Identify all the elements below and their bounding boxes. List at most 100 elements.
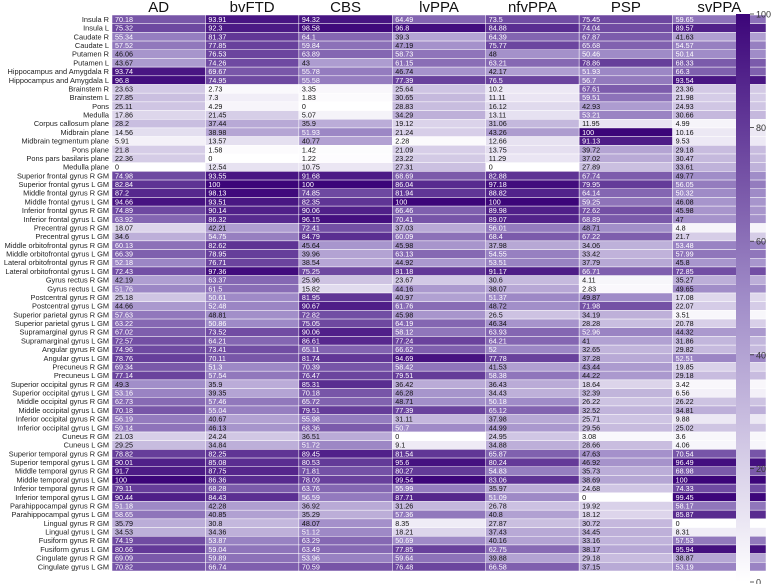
cell-value-label: 34.06 [582, 241, 600, 250]
row-label: Superior frontal gyrus L GM [18, 180, 109, 189]
cell-value-label: 67.02 [115, 328, 133, 337]
row-label: Inferior temporal gyrus L GM [15, 493, 109, 502]
cell-value-label: 31.86 [676, 336, 694, 345]
cell-value-label: 74.04 [582, 24, 600, 33]
cell-value-label: 50.32 [676, 189, 694, 198]
cell-value-label: 3.08 [582, 432, 596, 441]
cell-value-label: 21.09 [395, 145, 413, 154]
heatmap-cell [578, 492, 673, 502]
cell-value-label: 21.98 [676, 93, 694, 102]
row-label: Fusiform gyrus L GM [40, 545, 109, 554]
cell-value-label: 36.51 [302, 432, 320, 441]
cell-value-label: 76.47 [302, 371, 320, 380]
cell-value-label: 66.58 [489, 562, 507, 571]
row-label: Supramarginal gyrus R GM [19, 328, 109, 337]
cell-value-label: 47.63 [582, 449, 600, 458]
cell-value-label: 10.75 [302, 163, 320, 172]
cell-value-label: 96.8 [395, 24, 409, 33]
cell-value-label: 96.8 [115, 76, 129, 85]
cell-value-label: 11.29 [489, 154, 506, 163]
cell-value-label: 44.22 [582, 371, 600, 380]
row-label: Middle orbitofrontal gyrus L GM [6, 250, 109, 259]
cell-value-label: 72.85 [676, 267, 694, 276]
cell-value-label: 25.18 [115, 293, 133, 302]
cell-value-label: 46.34 [489, 319, 507, 328]
cell-value-label: 40.8 [489, 510, 503, 519]
cell-value-label: 80.66 [115, 545, 133, 554]
cell-value-label: 19.12 [395, 119, 413, 128]
cell-value-label: 44.66 [115, 302, 133, 311]
cell-value-label: 39.96 [302, 250, 320, 259]
cell-value-label: 37.79 [582, 258, 600, 267]
cell-value-label: 29.82 [676, 345, 694, 354]
cell-value-label: 4.8 [676, 223, 686, 232]
cell-value-label: 75.25 [302, 267, 320, 276]
cell-value-label: 34.81 [676, 406, 694, 415]
cell-value-label: 77.85 [208, 41, 226, 50]
cell-value-label: 48.07 [302, 519, 320, 528]
row-label: Middle temporal gyrus R GM [15, 467, 109, 476]
cell-value-label: 25.64 [395, 84, 413, 93]
cell-value-label: 0 [582, 493, 586, 502]
cell-value-label: 28.28 [582, 319, 600, 328]
cell-value-label: 74.33 [676, 484, 694, 493]
colorbar-tick-label: 0 [756, 578, 761, 584]
cell-value-label: 90.01 [115, 458, 133, 467]
cell-value-label: 59.84 [302, 41, 320, 50]
cell-value-label: 26.22 [582, 397, 600, 406]
cell-value-label: 0 [115, 163, 119, 172]
cell-value-label: 37.98 [489, 241, 507, 250]
cell-value-label: 57.36 [395, 510, 413, 519]
cell-value-label: 35.73 [582, 467, 600, 476]
row-label: Middle frontal gyrus L GM [25, 197, 109, 206]
cell-value-label: 28.2 [115, 119, 129, 128]
cell-value-label: 82.62 [208, 241, 226, 250]
cell-value-label: 40.85 [208, 510, 226, 519]
cell-value-label: 61.5 [208, 284, 222, 293]
cell-value-label: 54.57 [676, 41, 694, 50]
cell-value-label: 33.42 [582, 250, 600, 259]
cell-value-label: 51.18 [115, 501, 133, 510]
row-label: Precuneus L GM [54, 371, 109, 380]
cell-value-label: 69.67 [208, 67, 226, 76]
cell-value-label: 59.51 [582, 93, 600, 102]
cell-value-label: 41.63 [676, 32, 694, 41]
cell-value-label: 3.51 [676, 310, 690, 319]
cell-value-label: 52.18 [115, 258, 133, 267]
cell-value-label: 8.31 [676, 528, 690, 537]
cell-value-label: 21.7 [676, 232, 690, 241]
cell-value-label: 72.82 [302, 310, 320, 319]
cell-value-label: 8.35 [395, 519, 409, 528]
cell-value-label: 33.16 [582, 536, 600, 545]
column-header: svPPA [697, 0, 741, 16]
cell-value-label: 0 [302, 102, 306, 111]
cell-value-label: 38.87 [676, 554, 694, 563]
cell-value-label: 76.71 [208, 258, 226, 267]
colorbar-tick-label: 80 [756, 123, 766, 133]
row-label: Hippocampus and Amygdala L [9, 76, 109, 85]
cell-value-label: 81.54 [395, 449, 413, 458]
cell-value-label: 53.48 [676, 241, 694, 250]
cell-value-label: 38.54 [302, 258, 320, 267]
cell-value-label: 42.19 [115, 276, 133, 285]
cell-value-label: 55.34 [115, 32, 133, 41]
cell-value-label: 50.46 [582, 50, 600, 59]
cell-value-label: 24.24 [208, 432, 226, 441]
cell-value-label: 55.04 [208, 406, 226, 415]
row-label: Middle orbitofrontal gyrus R GM [5, 241, 109, 250]
cell-value-label: 37.15 [582, 562, 600, 571]
row-label: Lateral orbitofrontal gyrus L GM [5, 267, 109, 276]
cell-value-label: 93.51 [208, 197, 226, 206]
cell-value-label: 25.71 [582, 415, 600, 424]
cell-value-label: 100 [115, 475, 127, 484]
cell-value-label: 80.24 [489, 458, 507, 467]
cell-value-label: 82.35 [302, 197, 320, 206]
row-label: Caudate L [75, 41, 109, 50]
heatmap-cell [672, 223, 767, 233]
cell-value-label: 93.55 [208, 171, 226, 180]
cell-value-label: 34.88 [489, 441, 507, 450]
cell-value-label: 45.8 [676, 258, 690, 267]
cell-value-label: 94.66 [115, 197, 133, 206]
cell-value-label: 77.14 [115, 371, 133, 380]
cell-value-label: 58.17 [676, 501, 694, 510]
